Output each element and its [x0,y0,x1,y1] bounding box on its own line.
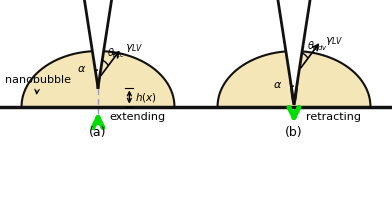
Text: $\gamma_{LV}$: $\gamma_{LV}$ [325,35,344,47]
Text: (b): (b) [285,125,303,139]
Text: $\gamma_{LV}$: $\gamma_{LV}$ [125,42,144,54]
Text: $\alpha$: $\alpha$ [273,80,282,90]
Text: $\theta_{rec}$: $\theta_{rec}$ [107,46,126,60]
Text: tip: tip [0,205,1,206]
Text: extending: extending [110,112,166,122]
Polygon shape [76,0,120,88]
Text: (a): (a) [89,125,107,139]
Text: $h(x)$: $h(x)$ [135,90,157,104]
Polygon shape [218,51,370,107]
Polygon shape [272,0,316,104]
Text: $\theta_{adv}$: $\theta_{adv}$ [307,39,328,53]
Text: $\alpha$: $\alpha$ [77,64,86,74]
Polygon shape [22,51,174,107]
Text: nanobubble: nanobubble [5,75,71,94]
Text: retracting: retracting [306,112,361,122]
